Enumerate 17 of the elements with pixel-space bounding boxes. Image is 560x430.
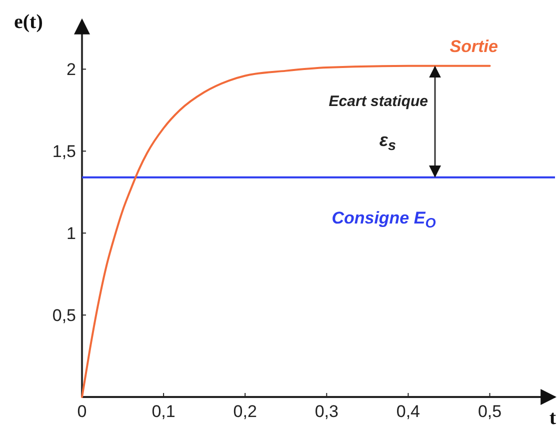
x-axis-title: t <box>549 407 556 429</box>
x-tick-label: 0,1 <box>152 402 176 421</box>
x-tick-label: 0 <box>77 402 87 421</box>
y-tick-label: 1 <box>66 224 76 244</box>
y-tick-label: 2 <box>66 60 76 80</box>
x-tick-label: 0,2 <box>233 402 257 421</box>
annotation: Ecart statique <box>328 93 428 110</box>
line-series <box>81 64 491 398</box>
y-tick-label: 1,5 <box>52 142 76 162</box>
x-tick-label: 0,3 <box>314 402 338 421</box>
x-tick-label: 0,5 <box>478 402 502 421</box>
y-tick-label: 0,5 <box>52 306 76 326</box>
x-tick-label: 0,4 <box>396 402 420 421</box>
y-axis-title: e(t) <box>14 11 43 33</box>
annotation: ε$_{s}$ <box>379 130 396 154</box>
ref-line-label: Consigne E$_{O}$ <box>332 208 436 231</box>
series-label: Sortie <box>450 36 498 56</box>
